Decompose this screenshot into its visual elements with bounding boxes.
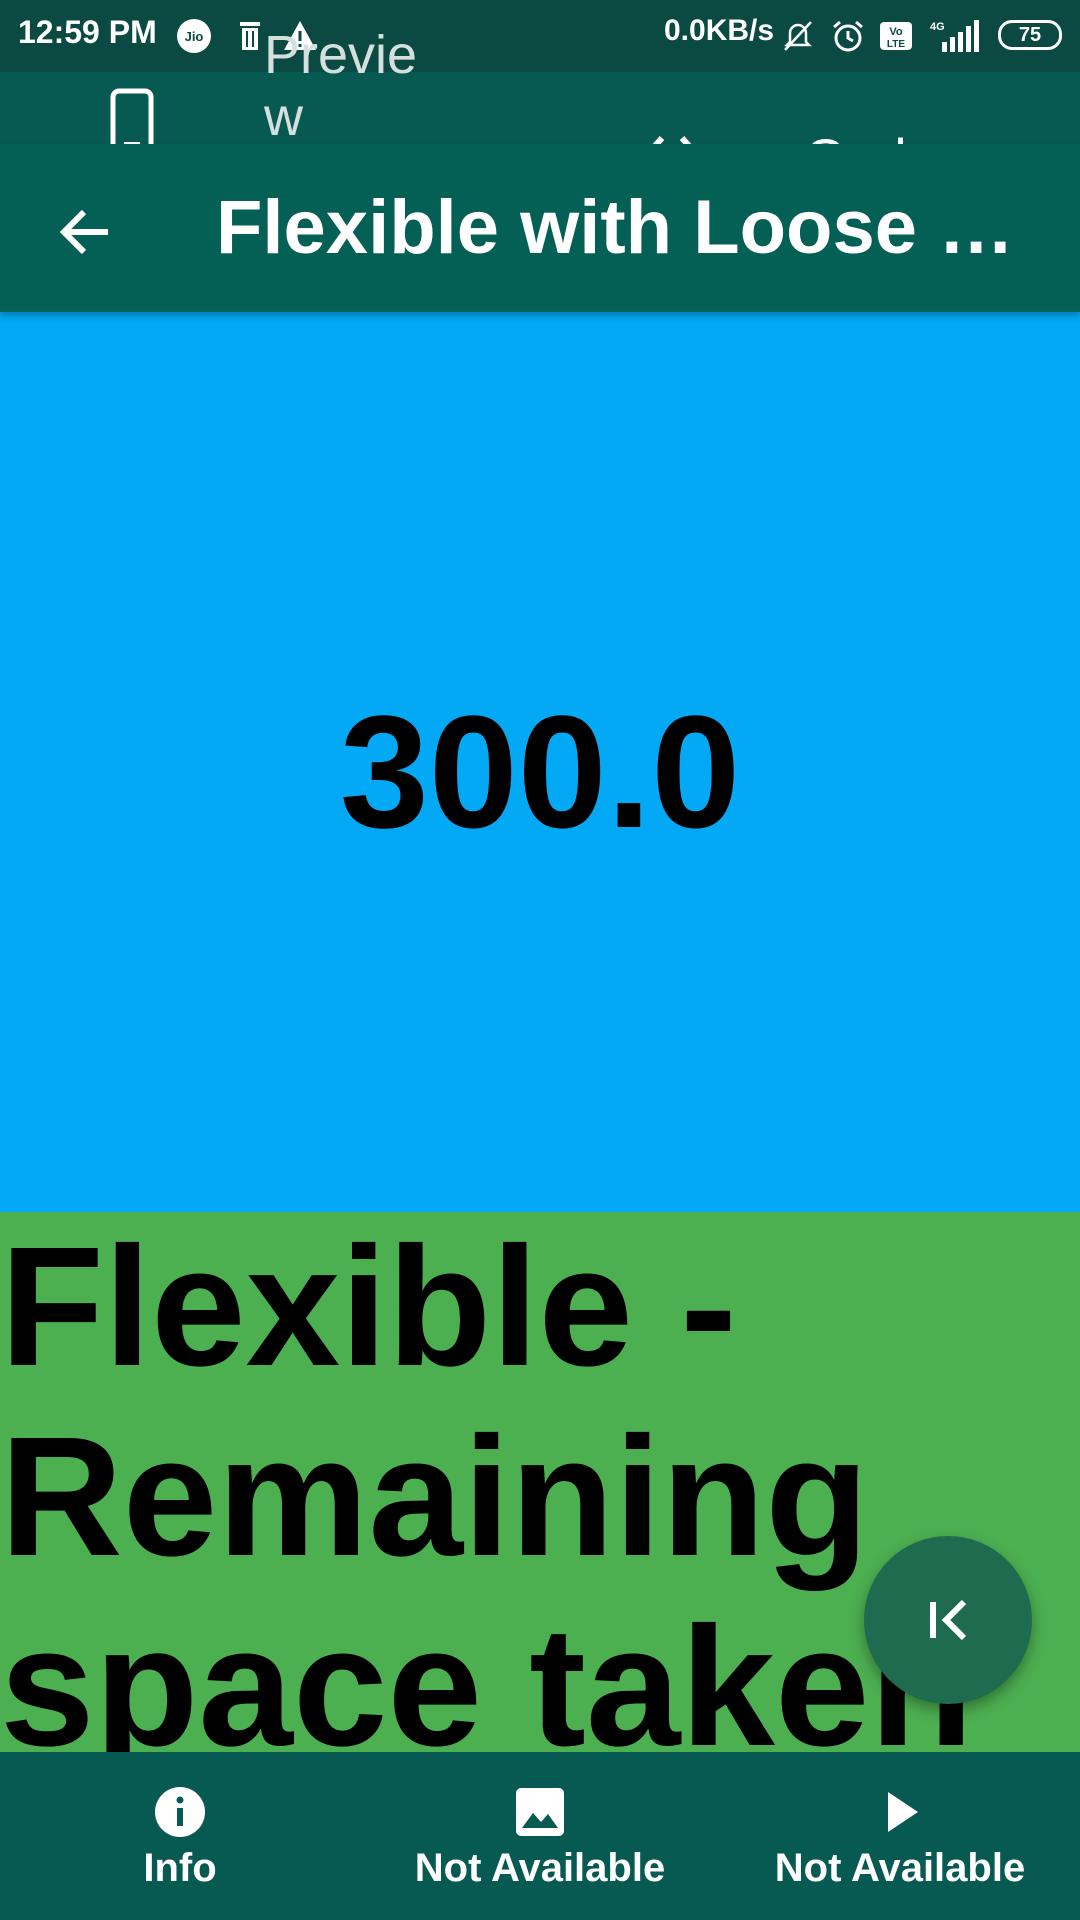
svg-text:4G: 4G [930,21,945,33]
network-speed: 0.0KB/s [664,14,775,47]
svg-text:LTE: LTE [887,39,905,50]
battery-icon: 75 [998,20,1062,50]
nav-item-label: Not Available [414,1846,666,1890]
svg-text:Vo: Vo [889,26,903,38]
alarm-icon [833,20,863,52]
nav-item-image[interactable]: Not Available [360,1752,720,1920]
image-icon [516,1788,564,1836]
volte-icon: Vo LTE [880,22,912,50]
preview-tab-label[interactable]: Preview [264,25,418,147]
back-arrow-icon[interactable] [58,208,112,256]
flexible-description-text: Flexible - Remaining space taken [0,1212,974,1752]
nav-item-info[interactable]: Info [0,1752,360,1920]
jio-icon: Jio [177,19,211,53]
app-bar: Flexible with Loose Fit [0,144,1080,312]
page-title: Flexible with Loose Fit [216,185,1016,270]
collapse-fab-button[interactable] [864,1536,1032,1704]
status-bar: 12:59 PM Jio 0.0KB/s Vo LTE 4G 75 [0,0,1080,72]
info-icon [155,1787,205,1837]
first-page-icon [930,1599,967,1641]
play-icon [888,1792,918,1832]
size-value-text: 300.0 [339,682,741,861]
fixed-size-container: 300.0 [0,312,1080,1212]
mute-icon [783,21,813,51]
warning-icon [284,21,316,50]
nav-item-label: Info [143,1846,217,1890]
status-time: 12:59 PM [18,14,157,50]
flexible-container: Flexible - Remaining space taken [0,1212,1080,1752]
preview-code-toggle: Preview Code [0,25,1080,190]
signal-icon: 4G [930,20,979,52]
nav-item-play[interactable]: Not Available [720,1752,1080,1920]
svg-text:Jio: Jio [185,29,204,44]
nav-item-label: Not Available [774,1846,1026,1890]
trash-icon [240,22,260,50]
bottom-navigation: Info Not Available Not Available [0,1752,1080,1920]
